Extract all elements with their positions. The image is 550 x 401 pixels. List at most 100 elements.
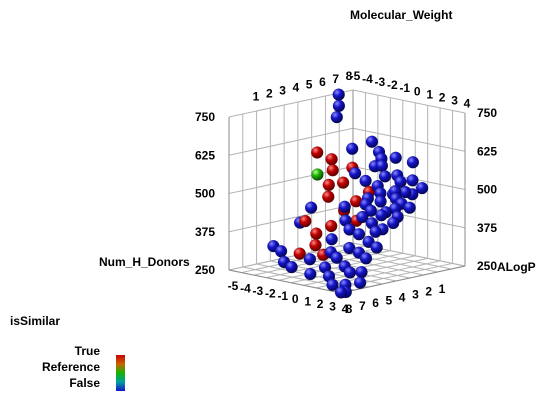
legend-entry-false: False xyxy=(69,376,100,390)
x-tick-label: 0 xyxy=(292,292,299,306)
z-tick-label: 750 xyxy=(477,106,497,120)
data-point-true xyxy=(322,190,335,204)
y-tick-label: 5 xyxy=(386,293,393,307)
data-point-true xyxy=(326,164,339,177)
x-tick-label-top: -4 xyxy=(362,72,373,86)
x-tick-label: -1 xyxy=(277,289,288,303)
y-tick-label-top: 8 xyxy=(346,69,353,83)
data-point-false xyxy=(332,99,346,113)
data-point-false xyxy=(394,175,407,189)
grid-line xyxy=(228,89,354,118)
data-point-false xyxy=(369,225,382,239)
z-tick-label: 500 xyxy=(477,183,497,197)
data-point-true xyxy=(310,146,324,159)
x-tick-label: 3 xyxy=(329,299,336,313)
x-tick-label-top: -5 xyxy=(350,69,361,83)
x-tick-label-top: 1 xyxy=(426,87,433,101)
x-tick-label-top: -2 xyxy=(387,78,398,92)
z-tick-label: 750 xyxy=(195,110,215,124)
data-point-true xyxy=(324,219,338,233)
x-tick-label-top: -1 xyxy=(399,81,410,95)
legend-colorbar xyxy=(116,355,125,391)
data-point-false xyxy=(364,204,378,217)
y-tick-label: 2 xyxy=(425,285,432,299)
data-point-false xyxy=(274,245,288,258)
y-tick-label: 4 xyxy=(399,290,406,304)
data-point-false xyxy=(326,278,339,292)
x-tick-label: -4 xyxy=(240,282,251,296)
z-tick-label: 500 xyxy=(195,187,215,201)
x-tick-label-top: 4 xyxy=(464,97,471,111)
y-tick-label-top: 5 xyxy=(306,78,313,92)
data-point-false xyxy=(330,110,344,124)
data-point-false xyxy=(374,195,387,208)
data-point-false xyxy=(345,142,359,156)
data-point-false xyxy=(375,208,388,222)
legend-entry-true: True xyxy=(74,344,100,358)
data-point-false xyxy=(365,135,379,148)
data-point-false xyxy=(378,170,392,183)
data-point-true xyxy=(322,178,336,192)
points-layer xyxy=(267,88,429,299)
data-point-false xyxy=(403,201,416,214)
data-point-false xyxy=(285,260,298,274)
z-tick-label: 250 xyxy=(195,263,215,277)
x-tick-label: 2 xyxy=(317,297,324,311)
grid-line xyxy=(325,248,438,273)
data-point-true xyxy=(309,238,322,252)
data-point-false xyxy=(359,174,372,188)
z-tick-label: 625 xyxy=(477,144,497,158)
data-point-false xyxy=(353,276,367,289)
data-point-false xyxy=(359,252,373,265)
data-point-false xyxy=(356,210,369,224)
axis-edge xyxy=(340,265,466,294)
x-tick-label: 4 xyxy=(342,302,349,316)
x-tick-label: -2 xyxy=(265,287,276,301)
x-tick-label-top: 3 xyxy=(451,93,458,107)
x-tick-label: 1 xyxy=(304,294,311,308)
z-tick-label: 250 xyxy=(477,259,497,273)
data-point-false xyxy=(325,233,338,246)
y-tick-label-top: 1 xyxy=(253,89,260,103)
data-point-false xyxy=(343,266,357,279)
z-tick-label: 625 xyxy=(195,148,215,162)
y-tick-label: 6 xyxy=(372,296,379,310)
data-point-false xyxy=(375,159,389,173)
data-point-false xyxy=(352,227,366,241)
legend-title: isSimilar xyxy=(10,314,61,328)
y-tick-label-top: 2 xyxy=(266,86,273,100)
z-tick-label: 375 xyxy=(195,225,215,239)
grid-line xyxy=(228,127,354,156)
grid-line xyxy=(297,254,410,279)
y-tick-label-top: 4 xyxy=(293,81,300,95)
data-point-reference xyxy=(311,168,324,181)
grid-line xyxy=(352,89,466,114)
grid-line xyxy=(228,204,354,233)
legend: isSimilar True Reference False xyxy=(10,314,130,394)
axis-edge xyxy=(228,269,342,294)
data-point-false xyxy=(304,267,317,281)
data-point-false xyxy=(386,216,400,230)
y-tick-label: 8 xyxy=(346,302,353,316)
data-point-false xyxy=(334,286,348,299)
data-point-true xyxy=(299,214,312,228)
x-axis-title: ALogP xyxy=(497,260,536,274)
y-axis-title: Num_H_Donors xyxy=(99,255,190,269)
x-tick-label-top: 0 xyxy=(414,84,421,98)
x-tick-label-top: -3 xyxy=(375,75,386,89)
data-point-false xyxy=(348,167,362,180)
y-tick-label: 3 xyxy=(412,288,419,302)
z-axis-title: Molecular_Weight xyxy=(350,8,452,22)
x-tick-label: -3 xyxy=(253,284,264,298)
data-point-false xyxy=(332,88,345,101)
data-point-false xyxy=(370,241,383,254)
x-tick-label-top: 2 xyxy=(439,90,446,104)
y-tick-label-top: 6 xyxy=(319,75,326,89)
grid-line xyxy=(352,127,466,152)
y-tick-label-top: 3 xyxy=(279,83,286,97)
data-point-false xyxy=(355,265,368,279)
z-tick-label: 375 xyxy=(477,221,497,235)
